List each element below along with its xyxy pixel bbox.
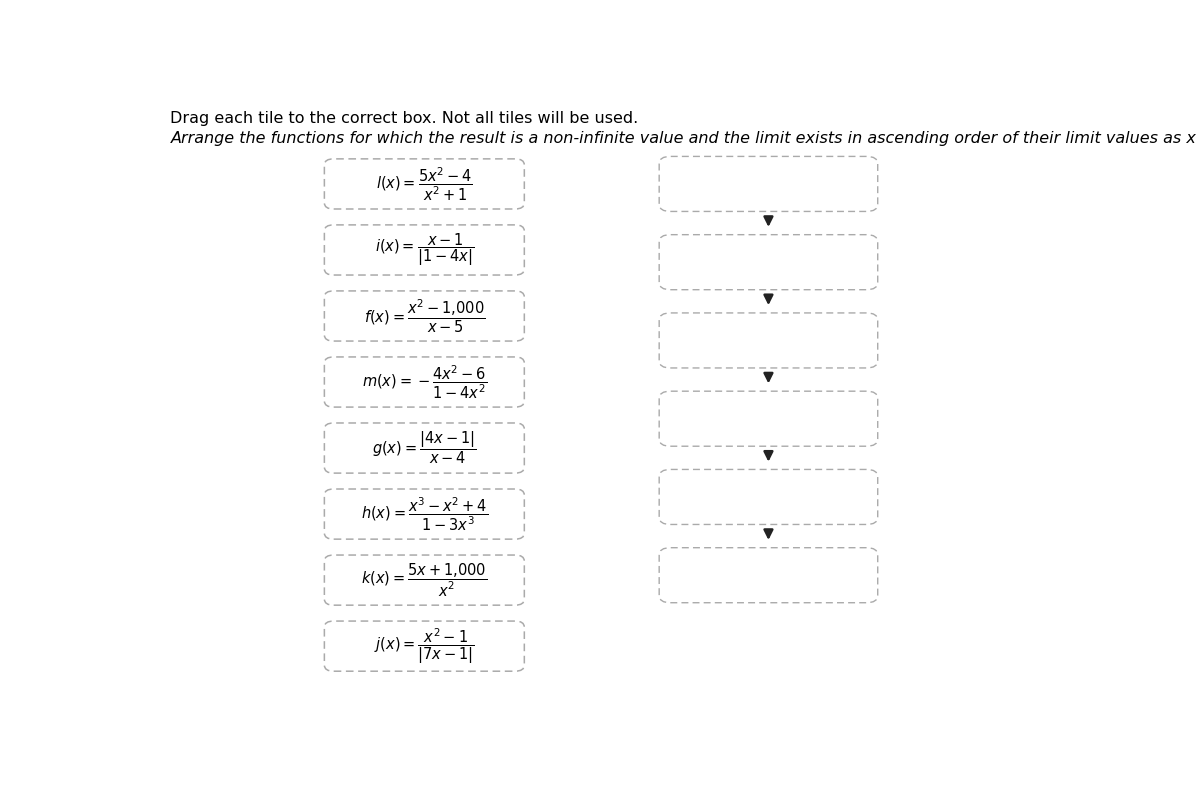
- Text: $l(x) = \dfrac{5x^2 - 4}{x^2 + 1}$: $l(x) = \dfrac{5x^2 - 4}{x^2 + 1}$: [376, 165, 473, 203]
- Text: $g(x) = \dfrac{|4x - 1|}{x - 4}$: $g(x) = \dfrac{|4x - 1|}{x - 4}$: [372, 430, 476, 466]
- FancyBboxPatch shape: [324, 159, 524, 209]
- FancyBboxPatch shape: [324, 621, 524, 671]
- FancyBboxPatch shape: [659, 235, 877, 290]
- FancyBboxPatch shape: [659, 391, 877, 446]
- FancyBboxPatch shape: [324, 489, 524, 539]
- FancyBboxPatch shape: [659, 156, 877, 211]
- FancyBboxPatch shape: [324, 555, 524, 605]
- FancyBboxPatch shape: [659, 548, 877, 603]
- Text: Arrange the functions for which the result is a non-infinite value and the limit: Arrange the functions for which the resu…: [170, 131, 1200, 146]
- Text: $k(x) = \dfrac{5x + 1{,}000}{x^2}$: $k(x) = \dfrac{5x + 1{,}000}{x^2}$: [361, 561, 487, 599]
- Text: $i(x) = \dfrac{x - 1}{|1 - 4x|}$: $i(x) = \dfrac{x - 1}{|1 - 4x|}$: [374, 232, 474, 268]
- Text: $f(x) = \dfrac{x^2 - 1{,}000}{x - 5}$: $f(x) = \dfrac{x^2 - 1{,}000}{x - 5}$: [364, 298, 485, 334]
- FancyBboxPatch shape: [324, 291, 524, 341]
- FancyBboxPatch shape: [324, 357, 524, 407]
- Text: $m(x) = -\dfrac{4x^2 - 6}{1 - 4x^2}$: $m(x) = -\dfrac{4x^2 - 6}{1 - 4x^2}$: [361, 363, 487, 401]
- FancyBboxPatch shape: [324, 423, 524, 473]
- Text: $j(x) = \dfrac{x^2 - 1}{|7x - 1|}$: $j(x) = \dfrac{x^2 - 1}{|7x - 1|}$: [374, 626, 475, 665]
- Text: $h(x) = \dfrac{x^3 - x^2 + 4}{1 - 3x^3}$: $h(x) = \dfrac{x^3 - x^2 + 4}{1 - 3x^3}$: [361, 495, 488, 533]
- FancyBboxPatch shape: [659, 469, 877, 525]
- FancyBboxPatch shape: [659, 313, 877, 368]
- FancyBboxPatch shape: [324, 225, 524, 275]
- Text: Drag each tile to the correct box. Not all tiles will be used.: Drag each tile to the correct box. Not a…: [170, 110, 638, 125]
